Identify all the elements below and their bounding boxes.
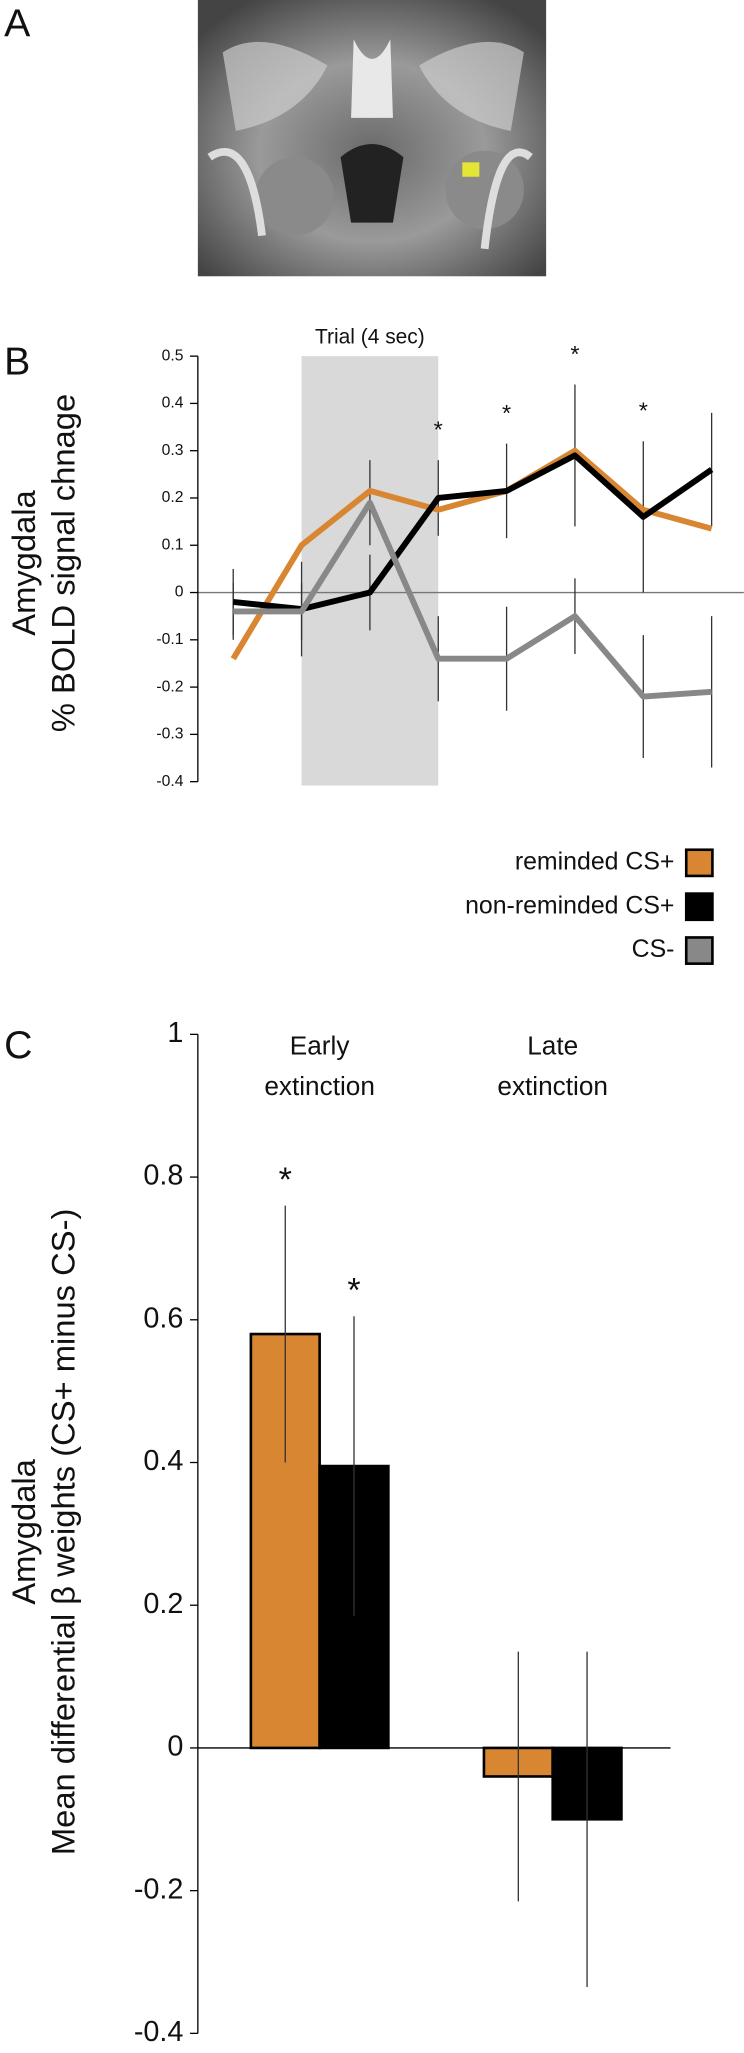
y-tick-label: 0.3 [162, 442, 184, 459]
y-tick-label: 0.5 [162, 347, 184, 364]
category-label-line: extinction [497, 1071, 608, 1101]
y-tick-label: 0.6 [143, 1302, 183, 1334]
legend-swatch [684, 892, 714, 922]
legend-swatch [684, 936, 714, 965]
y-tick-label: 0.2 [143, 1588, 183, 1620]
y-tick-label: -0.4 [156, 773, 183, 790]
y-tick-label: 0.2 [162, 489, 184, 506]
legend-label: non-reminded CS+ [465, 891, 674, 919]
panel-label: A [4, 2, 31, 46]
y-tick-label: 0 [175, 584, 184, 601]
y-tick-label: -0.2 [134, 1873, 184, 1905]
shade-label: Trial (4 sec) [315, 325, 425, 348]
category-label: Early extinction [264, 1030, 375, 1101]
significance-marker: * [347, 1272, 360, 1310]
series-line [233, 499, 712, 700]
y-tick-label: -0.3 [156, 726, 183, 743]
y-tick-label: -0.4 [134, 2016, 184, 2048]
category-label: Late extinction [497, 1030, 608, 1101]
legend-swatch [684, 848, 714, 878]
y-tick-label: 0.1 [162, 536, 184, 553]
category-label-line: extinction [264, 1071, 375, 1101]
y-tick-label: -0.2 [156, 678, 183, 695]
significance-marker: * [570, 341, 579, 367]
panel-label: B [4, 339, 30, 383]
significance-marker: * [434, 417, 443, 443]
y-tick-label: 1 [167, 1017, 183, 1049]
series-line [230, 447, 713, 661]
y-axis-label: % BOLD signal chnage [44, 394, 81, 732]
category-label-line: Late [527, 1030, 578, 1060]
y-axis-label: Mean differential β weights (CS+ minus C… [44, 1209, 81, 1855]
y-tick-label: 0 [167, 1731, 183, 1763]
significance-marker: * [639, 398, 648, 424]
y-tick-label: 0.4 [143, 1445, 183, 1477]
legend-label: CS- [632, 935, 675, 963]
category-label-line: Early [290, 1030, 351, 1060]
legend-label: reminded CS+ [515, 847, 675, 875]
significance-marker: * [502, 400, 511, 426]
y-tick-label: 0.8 [143, 1160, 183, 1192]
panel-label: C [4, 1023, 32, 1067]
y-axis-label: Amygdala [5, 1458, 42, 1604]
y-tick-label: -0.1 [156, 631, 183, 648]
y-tick-label: 0.4 [162, 395, 184, 412]
brain-image [197, 0, 547, 277]
series-line [232, 452, 714, 613]
y-axis-label: Amygdala [5, 489, 42, 635]
significance-marker: * [279, 1161, 292, 1199]
